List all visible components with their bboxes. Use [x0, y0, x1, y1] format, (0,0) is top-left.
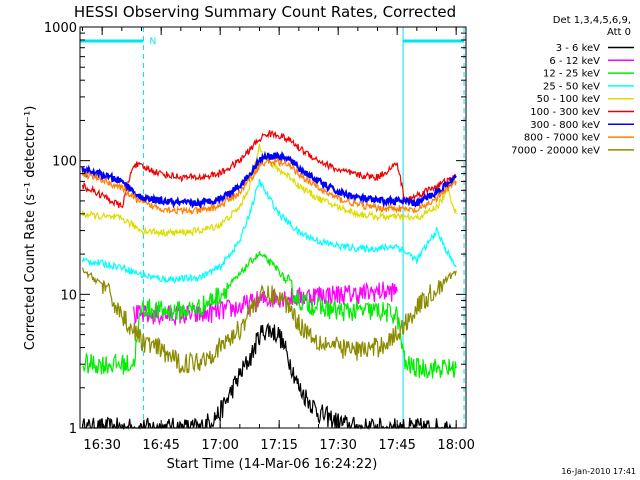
series-line-8	[81, 267, 457, 374]
x-tick-label: 16:30	[83, 438, 120, 453]
night-label: N	[149, 37, 156, 47]
x-tick-label: 16:45	[142, 438, 179, 453]
x-tick-label: 17:00	[201, 438, 238, 453]
legend-label: 50 - 100 keV	[537, 94, 601, 105]
series-line-5	[81, 129, 457, 209]
series-line-2	[82, 251, 457, 379]
x-tick-label: 17:30	[319, 438, 356, 453]
legend-label: 12 - 25 keV	[543, 69, 600, 80]
y-tick-label: 1	[69, 422, 77, 437]
chart-title: HESSI Observing Summary Count Rates, Cor…	[74, 3, 456, 21]
y-axis-label: Corrected Count Rate (s⁻¹ detector⁻¹)	[23, 106, 38, 351]
x-tick-label: 17:45	[378, 438, 415, 453]
legend-label: 7000 - 20000 keV	[511, 145, 600, 156]
footer-timestamp: 16-Jan-2010 17:41	[561, 467, 636, 476]
legend-header-line: Att 0	[607, 27, 631, 38]
series-line-7	[81, 157, 457, 216]
legend-label: 100 - 300 keV	[530, 107, 600, 118]
y-tick-label: 100	[52, 155, 77, 170]
series-line-4	[81, 143, 457, 238]
legend-label: 3 - 6 keV	[556, 43, 600, 54]
legend-label: 25 - 50 keV	[543, 81, 600, 92]
x-tick-label: 17:15	[260, 438, 297, 453]
legend-label: 800 - 7000 keV	[524, 133, 600, 144]
series-line-3	[81, 178, 457, 284]
x-axis-label: Start Time (14-Mar-06 16:24:22)	[167, 457, 378, 472]
series-line-6	[81, 150, 457, 210]
plot-frame	[79, 26, 467, 429]
legend-label: 300 - 800 keV	[530, 120, 600, 131]
y-tick-label: 1000	[44, 21, 77, 36]
x-tick-label: 18:00	[437, 438, 474, 453]
legend-label: 6 - 12 keV	[549, 56, 600, 67]
legend-header-line: Det 1,3,4,5,6,9,	[553, 15, 631, 26]
y-tick-label: 10	[60, 288, 77, 303]
